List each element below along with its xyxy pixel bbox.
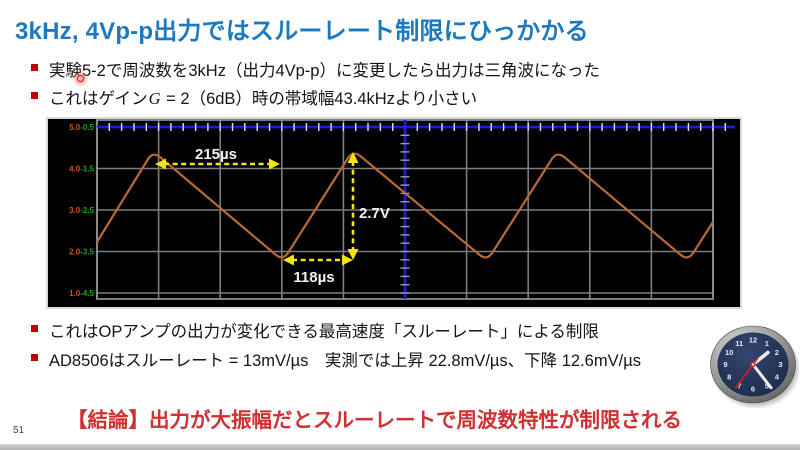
bullet-item-1: 実験5-2で周波数を3kHz（出力4Vp-p）に変更したら出力は三角波になった [31,57,600,81]
gain-variable: G [148,89,161,108]
bullet-item-4: AD8506はスルーレート = 13mV/µs 実測では上昇 22.8mV/µs… [31,347,641,371]
bullet-text: これはOPアンプの出力が変化できる最高速度「スルーレート」による制限 [49,323,599,341]
annotation-fall-time: 215µs [155,146,280,170]
clock-number: 2 [775,348,779,357]
conclusion-text: 【結論】出力が大振幅だとスルーレートで周波数特性が制限される [67,409,682,432]
bullet-text: これはゲインG = 2（6dB）時の帯域幅43.4kHzより小さい [49,85,477,109]
svg-text:2.7V: 2.7V [359,205,390,222]
bullet2-pre: これはゲイン [49,90,148,108]
laser-pointer-ring [77,75,84,82]
bullet-item-3: これはOPアンプの出力が変化できる最高速度「スルーレート」による制限 [31,318,599,342]
bullet-marker [31,64,38,71]
bullet-marker [31,354,38,361]
clock-number: 12 [749,336,757,345]
svg-text:118µs: 118µs [293,269,334,286]
bullet-item-2: これはゲインG = 2（6dB）時の帯域幅43.4kHzより小さい [31,85,477,109]
laser-pointer-dot [72,70,89,87]
scope-y-label: 3.0-2.5 [69,206,94,215]
scope-trace [96,152,714,259]
annotation-rise-time: 118µs [283,254,353,286]
clock-widget[interactable]: 12 1 2 3 4 5 6 7 8 9 10 11 [707,322,799,408]
clock-number: 7 [737,381,741,390]
oscilloscope-screenshot: 5.0-0.5 4.0-1.5 3.0-2.5 2.0-3.5 1.0-4.5 215µs… [46,117,742,309]
clock-number: 5 [765,381,769,390]
bullet-marker [31,325,38,332]
clock-number: 6 [751,385,755,394]
bullet2-post: = 2（6dB）時の帯域幅43.4kHzより小さい [161,90,478,108]
clock-minute-hand [751,363,773,390]
clock-number: 3 [778,360,782,369]
bottom-edge-band [0,444,800,450]
scope-y-label: 4.0-1.5 [69,164,94,173]
scope-y-label: 1.0-4.5 [69,289,94,298]
clock-number: 1 [765,339,769,348]
scope-y-label: 2.0-3.5 [69,247,94,256]
bullet-marker [31,92,38,99]
svg-text:215µs: 215µs [195,146,237,163]
page-number: 51 [13,425,25,436]
bullet-text: 実験5-2で周波数を3kHz（出力4Vp-p）に変更したら出力は三角波になった [49,62,600,80]
clock-number: 10 [725,348,733,357]
annotation-amplitude: 2.7V [347,152,390,260]
clock-number: 11 [735,339,743,348]
clock-number: 4 [775,372,780,381]
bullet-text: AD8506はスルーレート = 13mV/µs 実測では上昇 22.8mV/µs… [49,352,641,370]
slide-title: 3kHz, 4Vp-p出力ではスルーレート制限にひっかかる [15,18,589,45]
clock-number: 9 [723,360,727,369]
clock-number: 8 [727,373,731,382]
scope-y-label: 5.0-0.5 [69,123,94,132]
oscilloscope-svg: 5.0-0.5 4.0-1.5 3.0-2.5 2.0-3.5 1.0-4.5 215µs… [69,119,735,300]
